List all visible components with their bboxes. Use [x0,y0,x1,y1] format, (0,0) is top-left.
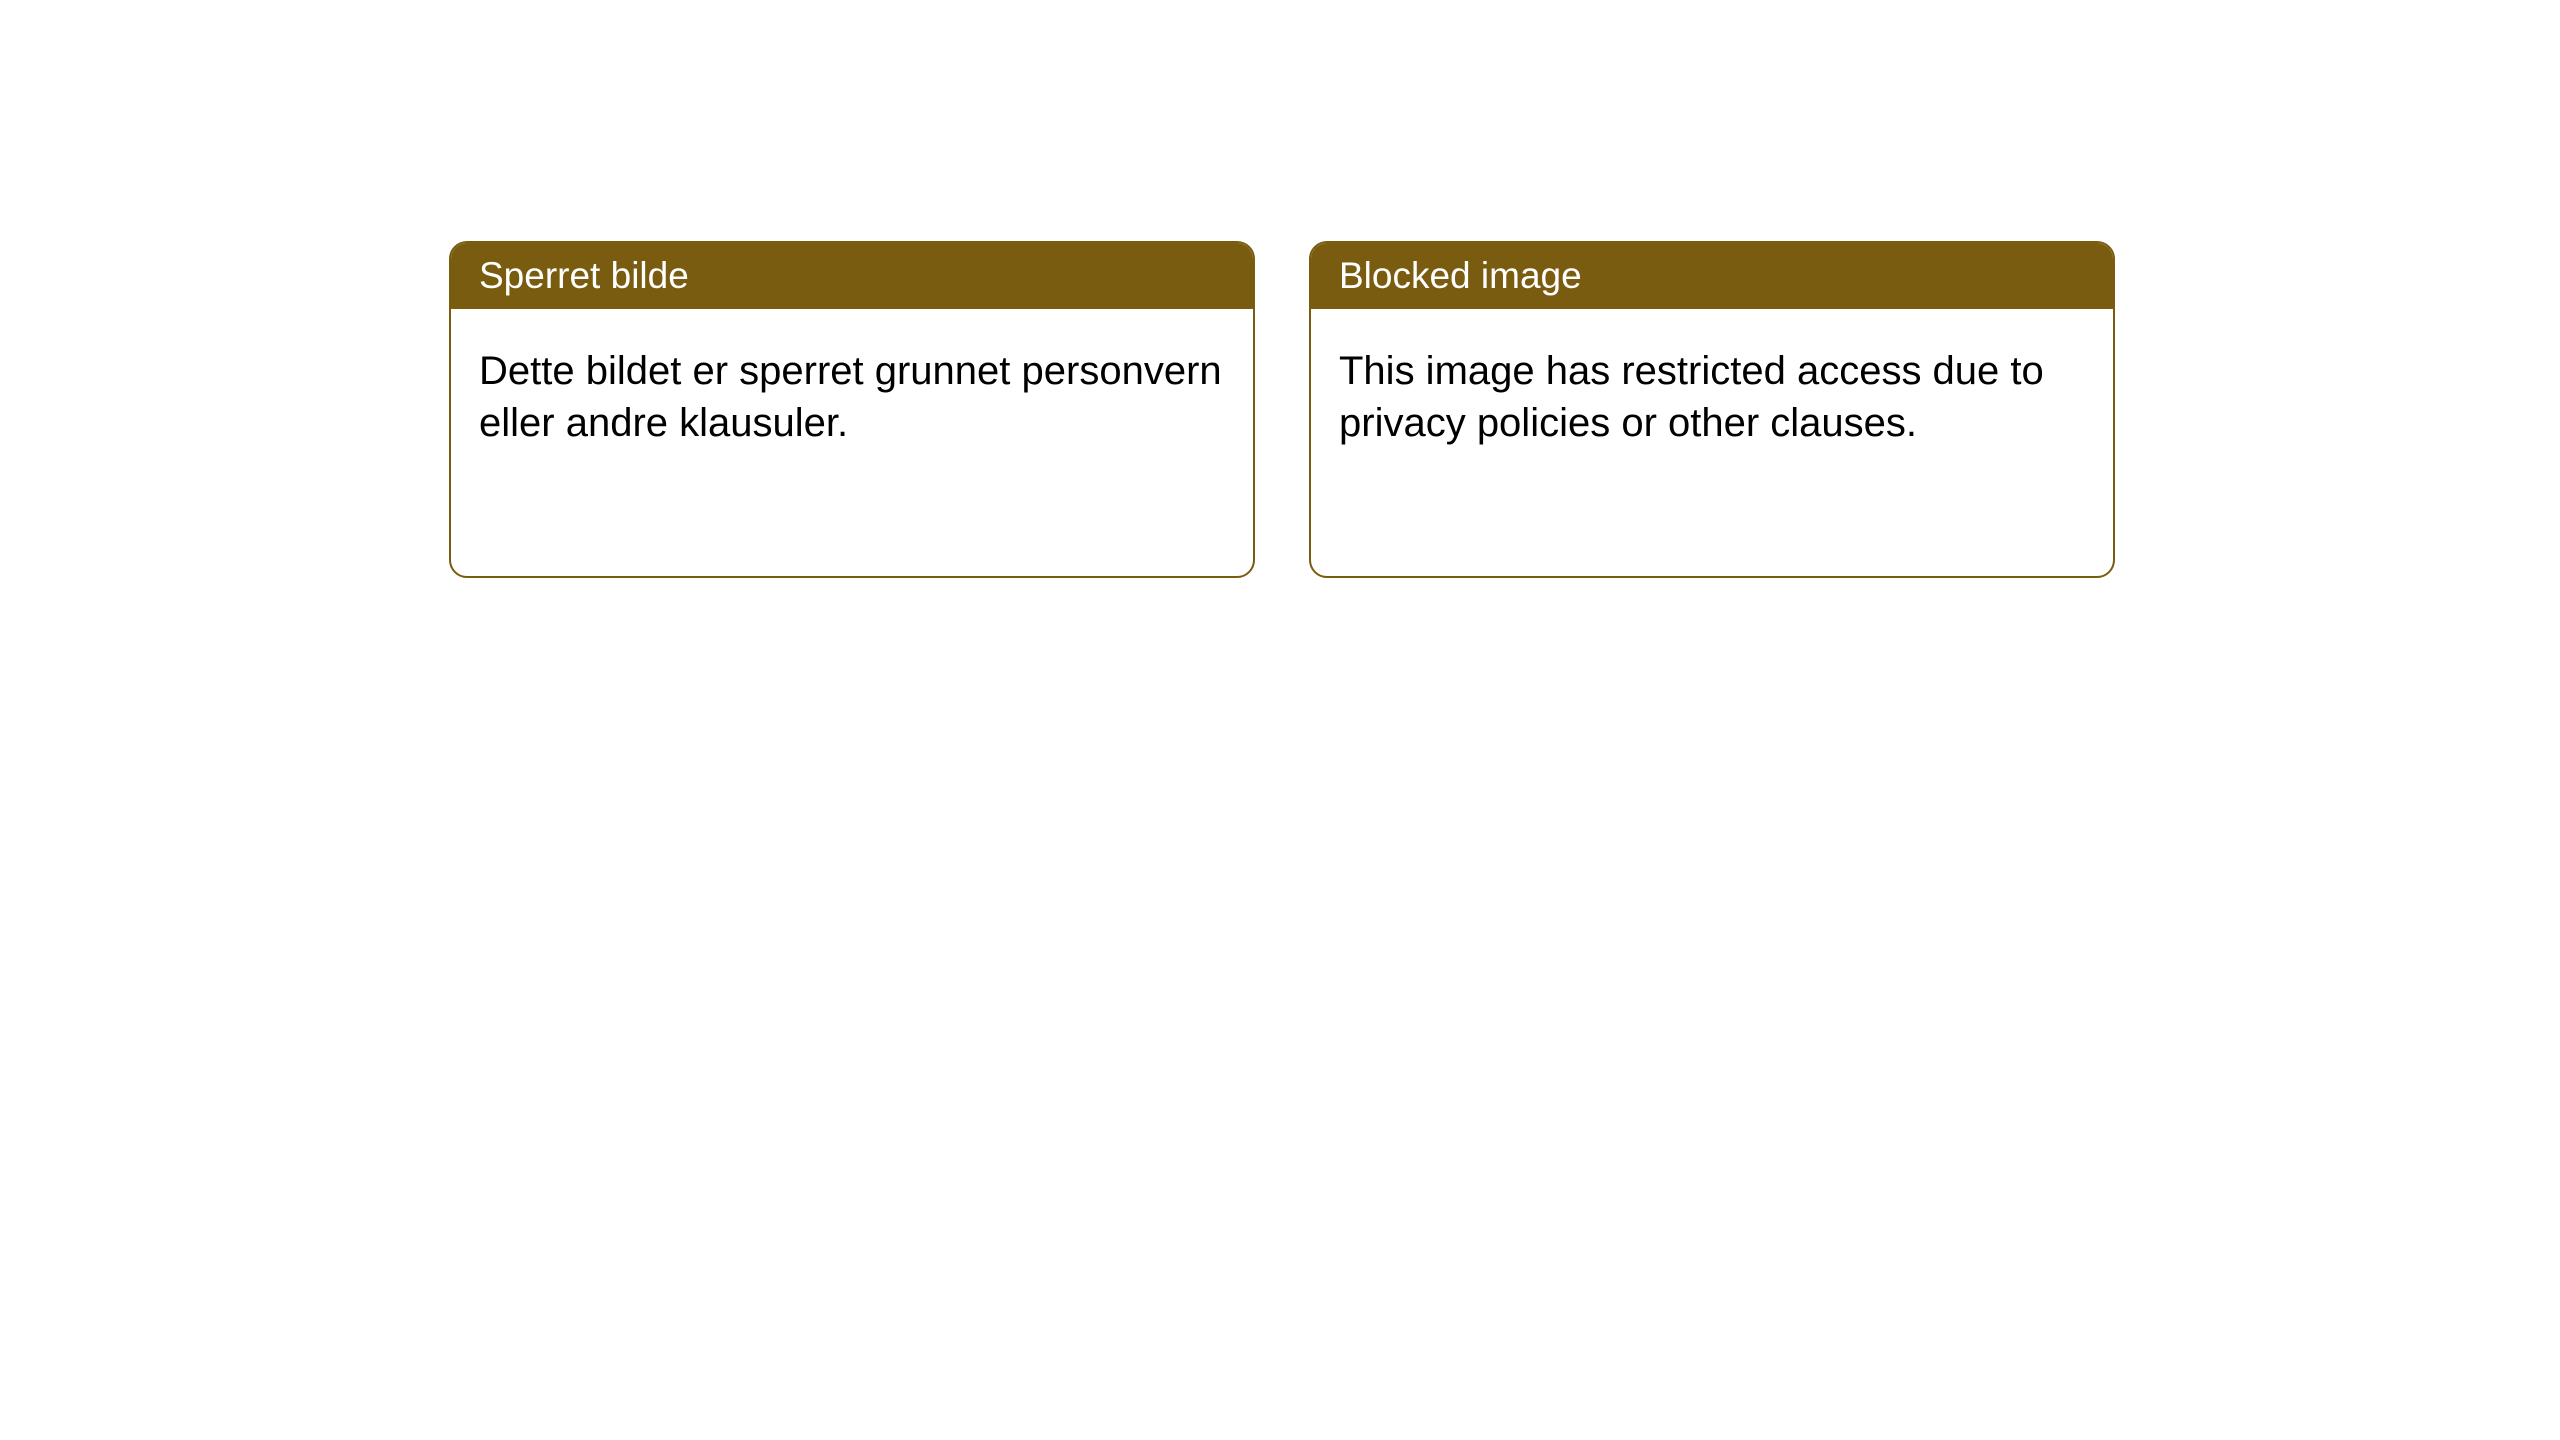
panel-title: Sperret bilde [479,255,689,296]
panel-norwegian: Sperret bilde Dette bildet er sperret gr… [449,241,1255,578]
panel-header-english: Blocked image [1311,243,2113,309]
panel-header-norwegian: Sperret bilde [451,243,1253,309]
panel-body-english: This image has restricted access due to … [1311,309,2113,485]
panel-message: Dette bildet er sperret grunnet personve… [479,349,1222,445]
panel-english: Blocked image This image has restricted … [1309,241,2115,578]
panel-message: This image has restricted access due to … [1339,349,2044,445]
panel-title: Blocked image [1339,255,1582,296]
panel-body-norwegian: Dette bildet er sperret grunnet personve… [451,309,1253,485]
blocked-image-panels: Sperret bilde Dette bildet er sperret gr… [449,241,2115,578]
